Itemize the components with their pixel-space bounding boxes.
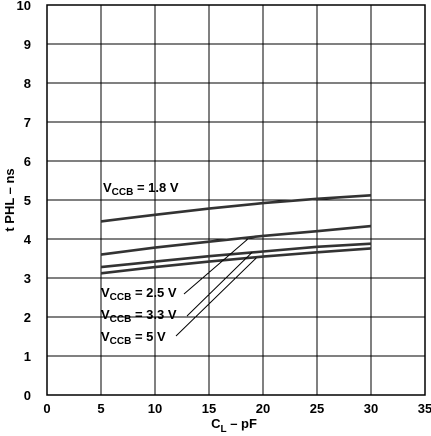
series-lines bbox=[100, 194, 372, 275]
x-axis-title-rest: – pF bbox=[227, 416, 257, 431]
y-tick-label: 8 bbox=[24, 76, 31, 91]
x-tick-label: 5 bbox=[97, 401, 104, 416]
label-pointer-1 bbox=[186, 251, 253, 317]
x-tick-label: 15 bbox=[202, 401, 216, 416]
y-tick-label: 5 bbox=[24, 193, 31, 208]
series-line-2 bbox=[100, 242, 372, 269]
tick-labels: 0 5 10 15 20 25 30 35 0 1 2 3 4 5 6 7 8 9 10 bbox=[17, 0, 431, 416]
x-tick-label: 35 bbox=[418, 401, 431, 416]
series-label-3v3: VCCB = 3.3 V bbox=[101, 307, 177, 325]
series-line-3 bbox=[100, 247, 372, 275]
y-tick-label: 10 bbox=[17, 0, 31, 13]
x-axis-title-sub: L bbox=[220, 424, 226, 435]
series-line-1 bbox=[100, 224, 372, 256]
y-tick-label: 4 bbox=[24, 232, 32, 247]
y-tick-label: 1 bbox=[24, 349, 31, 364]
x-tick-label: 10 bbox=[148, 401, 162, 416]
label-pointers bbox=[175, 238, 257, 337]
y-tick-label: 0 bbox=[24, 388, 31, 403]
x-tick-label: 25 bbox=[310, 401, 324, 416]
series-label-5v: VCCB = 5 V bbox=[101, 329, 166, 347]
y-tick-label: 9 bbox=[24, 37, 31, 52]
x-tick-label: 0 bbox=[43, 401, 50, 416]
y-tick-label: 7 bbox=[24, 115, 31, 130]
label-pointer-0 bbox=[183, 238, 249, 295]
series-label-1v8: VCCB = 1.8 V bbox=[103, 180, 179, 198]
y-axis-title: t PHL – ns bbox=[2, 168, 17, 231]
y-tick-label: 6 bbox=[24, 154, 31, 169]
x-tick-label: 30 bbox=[364, 401, 378, 416]
y-tick-label: 3 bbox=[24, 271, 31, 286]
x-tick-label: 20 bbox=[256, 401, 270, 416]
series-line-0 bbox=[100, 194, 372, 223]
x-axis-title-main: C bbox=[211, 416, 221, 431]
series-label-2v5: VCCB = 2.5 V bbox=[101, 285, 177, 303]
plot-frame bbox=[46, 4, 426, 396]
x-axis-title: CL – pF bbox=[211, 416, 257, 435]
y-tick-label: 2 bbox=[24, 310, 31, 325]
label-pointer-2 bbox=[175, 257, 257, 337]
